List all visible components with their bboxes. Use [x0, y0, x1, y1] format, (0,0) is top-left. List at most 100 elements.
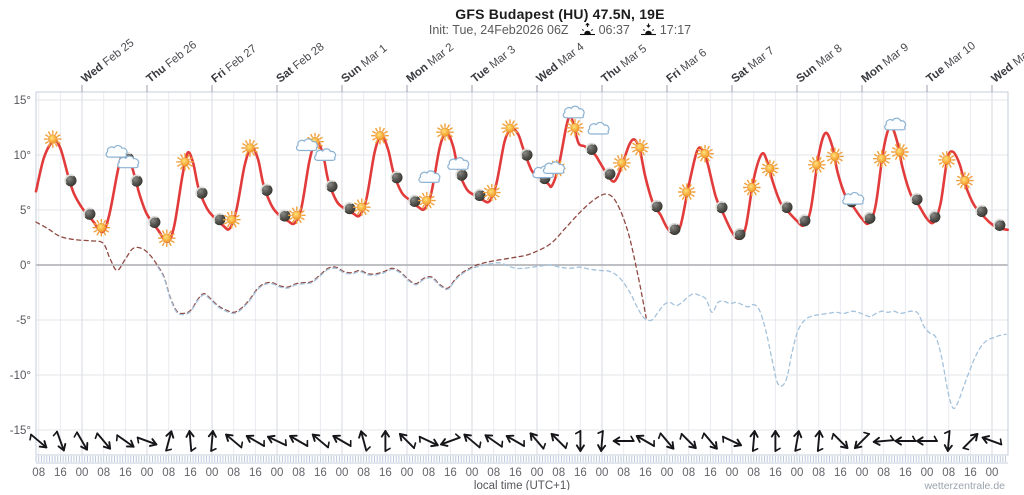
sun-icon	[92, 218, 111, 237]
svg-text:00: 00	[271, 467, 284, 479]
sun-icon	[241, 139, 259, 157]
wind-arrow	[981, 435, 1003, 446]
sun-icon	[696, 144, 714, 163]
wind-arrows-row	[29, 430, 1003, 452]
sun-icon	[872, 149, 891, 168]
moon-icon	[473, 188, 486, 202]
sun-icon	[287, 206, 306, 225]
sun-icon	[43, 130, 62, 149]
svg-text:08: 08	[942, 467, 955, 479]
wind-arrow	[793, 430, 803, 452]
wind-arrow	[701, 432, 718, 450]
svg-text:08: 08	[32, 467, 45, 479]
svg-text:08: 08	[97, 467, 110, 479]
svg-text:16: 16	[509, 467, 522, 479]
moon-icon	[148, 215, 161, 229]
wind-arrow	[916, 435, 938, 446]
svg-text:16: 16	[574, 467, 587, 479]
sun-icon	[157, 229, 176, 248]
wind-arrow	[463, 433, 482, 449]
sun-icon	[417, 191, 436, 210]
sun-icon	[956, 171, 974, 190]
moon-icon	[910, 192, 923, 206]
svg-text:10°: 10°	[14, 150, 31, 162]
moon-icon	[260, 183, 273, 196]
svg-text:08: 08	[162, 467, 175, 479]
svg-text:00: 00	[726, 467, 739, 479]
moon-icon	[603, 167, 616, 180]
svg-text:Mon Mar 2: Mon Mar 2	[404, 41, 456, 85]
svg-text:16: 16	[249, 467, 262, 479]
vertical-gridlines	[38, 92, 993, 455]
svg-text:00: 00	[466, 467, 479, 479]
cloud-icon	[418, 170, 441, 183]
svg-text:16: 16	[964, 467, 977, 479]
svg-text:00: 00	[791, 467, 804, 479]
cloud-icon	[562, 105, 585, 119]
wind-arrow	[529, 432, 547, 450]
wind-arrow	[721, 435, 743, 448]
sun-icon	[677, 183, 696, 201]
svg-text:08: 08	[227, 467, 240, 479]
svg-text:08: 08	[552, 467, 565, 479]
time-axis-labels: 08 16 00 08 16 00 08 16 00 08 16 00 08 16 00 08 16 00 08 16…	[32, 467, 998, 479]
horizontal-gridlines	[36, 99, 1008, 431]
watermark: wetterzentrale.de	[923, 480, 1005, 490]
cloud-icon	[105, 144, 128, 158]
sun-icon	[371, 126, 389, 145]
svg-text:00: 00	[856, 467, 869, 479]
wind-arrow	[440, 433, 461, 447]
wind-arrow	[770, 430, 781, 452]
wind-arrow	[358, 430, 371, 452]
sun-icon	[826, 147, 844, 166]
sun-icon	[352, 198, 371, 217]
moon-icon	[798, 214, 811, 227]
svg-text:00: 00	[401, 467, 414, 479]
wind-arrow	[52, 430, 67, 452]
dew-point-2m-curve	[35, 193, 647, 319]
svg-text:-5°: -5°	[16, 315, 31, 327]
wind-arrow	[657, 432, 675, 450]
svg-text:16: 16	[769, 467, 782, 479]
svg-text:16: 16	[444, 467, 457, 479]
wind-arrow	[484, 434, 504, 448]
svg-text:-15°: -15°	[10, 425, 31, 437]
wind-arrow	[943, 430, 953, 452]
svg-text:08: 08	[357, 467, 370, 479]
svg-text:00: 00	[206, 467, 219, 479]
wind-arrow	[962, 432, 979, 451]
sun-icon	[501, 119, 519, 138]
svg-text:Wed Feb 25: Wed Feb 25	[79, 37, 136, 85]
sun-icon	[891, 143, 909, 161]
svg-text:16: 16	[54, 467, 67, 479]
svg-text:08: 08	[747, 467, 760, 479]
svg-text:Thu Mar 5: Thu Mar 5	[599, 43, 649, 85]
svg-text:00: 00	[921, 467, 934, 479]
moon-icon	[408, 194, 421, 207]
wind-arrow	[289, 434, 309, 447]
wind-arrow	[749, 430, 759, 452]
wind-arrow	[398, 432, 417, 450]
svg-text:08: 08	[487, 467, 500, 479]
moon-icon	[64, 174, 77, 187]
sun-icon	[482, 183, 501, 202]
wind-arrow	[597, 430, 607, 452]
wind-arrow	[332, 434, 352, 447]
svg-text:00: 00	[661, 467, 674, 479]
svg-text:00: 00	[596, 467, 609, 479]
svg-text:5°: 5°	[20, 205, 31, 217]
sun-icon	[742, 178, 761, 197]
moon-icon	[585, 142, 598, 155]
svg-text:Sun Mar 8: Sun Mar 8	[794, 42, 844, 85]
moon-icon	[390, 171, 403, 184]
wind-arrow	[73, 431, 89, 451]
svg-text:08: 08	[682, 467, 695, 479]
wind-arrow	[245, 434, 266, 447]
wind-arrow	[207, 430, 217, 452]
svg-text:00: 00	[76, 467, 89, 479]
wind-arrow	[612, 435, 635, 446]
wind-arrow	[550, 432, 568, 450]
svg-text:0°: 0°	[20, 260, 31, 272]
